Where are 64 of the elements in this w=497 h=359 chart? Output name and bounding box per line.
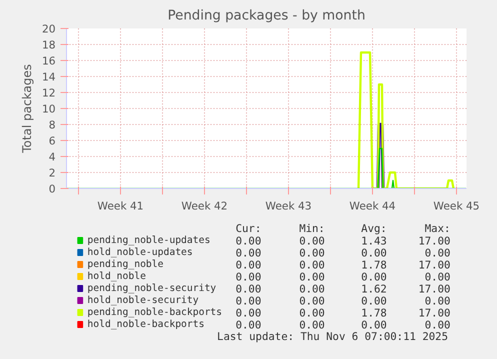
text: 0.00 [299,294,325,308]
text: 1.78 [361,306,387,320]
text: 17.00 [418,258,450,272]
text: 17.00 [418,306,450,320]
text: 0.00 [424,270,450,284]
text: 0.00 [299,318,325,332]
text: Avg: [361,222,387,235]
line-series [357,51,455,188]
y-tick-label: 8 [48,118,56,132]
x-tick-label: Week 45 [433,200,480,212]
text: 0.00 [299,234,325,248]
text: 0.00 [299,306,325,320]
text: 0.00 [236,246,262,260]
legend-label: hold_noble-security [87,295,199,306]
legend-label: hold_noble-updates [87,247,193,258]
legend-label: pending_noble-security [87,283,216,294]
y-tick-label: 0 [48,182,56,196]
text: 0.00 [236,306,262,320]
y-tick-label: 12 [42,86,56,100]
y-tick-label: 14 [42,70,56,84]
text: 0.00 [361,270,387,284]
legend-label: pending_noble-updates [87,235,210,246]
y-axis-title: Total packages [20,64,34,154]
x-tick-label: Week 42 [181,200,228,212]
text: 0.00 [424,294,450,308]
x-tick-label: Week 41 [97,200,144,212]
text: 1.62 [361,282,387,296]
legend-label: hold_noble [87,271,146,282]
x-tick-label: Week 43 [265,200,312,212]
text: 0.00 [236,294,262,308]
y-tick-label: 10 [42,102,56,116]
text: 0.00 [236,318,262,332]
text: 0.00 [424,318,450,332]
chart-title: Pending packages - by month [168,8,366,24]
legend-label: pending_noble [87,259,164,270]
x-tick-label: Week 44 [349,200,396,212]
text: Cur: [236,222,262,235]
text: 0.00 [236,282,262,296]
y-tick-label: 18 [42,38,56,52]
y-tick-label: 6 [48,134,56,148]
text: 0.00 [299,246,325,260]
text: Last update: Thu Nov 6 07:00:11 2025 [217,330,448,343]
text: 0.00 [299,282,325,296]
text: 17.00 [418,282,450,296]
text: 0.00 [236,270,262,284]
text: Min: [299,222,325,235]
y-tick-label: 16 [42,54,56,68]
y-tick-label: 4 [48,150,56,164]
y-tick-label: 2 [48,166,56,180]
text: 0.00 [299,258,325,272]
text: 1.43 [361,234,387,248]
text: 0.00 [299,270,325,284]
legend-label: hold_noble-backports [87,319,204,330]
text: 17.00 [418,234,450,248]
text: Max: [424,222,450,235]
text: 0.00 [424,246,450,260]
text: 0.00 [236,258,262,272]
text: 0.00 [361,318,387,332]
text: 1.78 [361,258,387,272]
text: 0.00 [236,234,262,248]
legend-label: pending_noble-backports [87,307,222,318]
text: 0.00 [361,246,387,260]
text: 0.00 [361,294,387,308]
y-tick-label: 20 [42,22,56,36]
